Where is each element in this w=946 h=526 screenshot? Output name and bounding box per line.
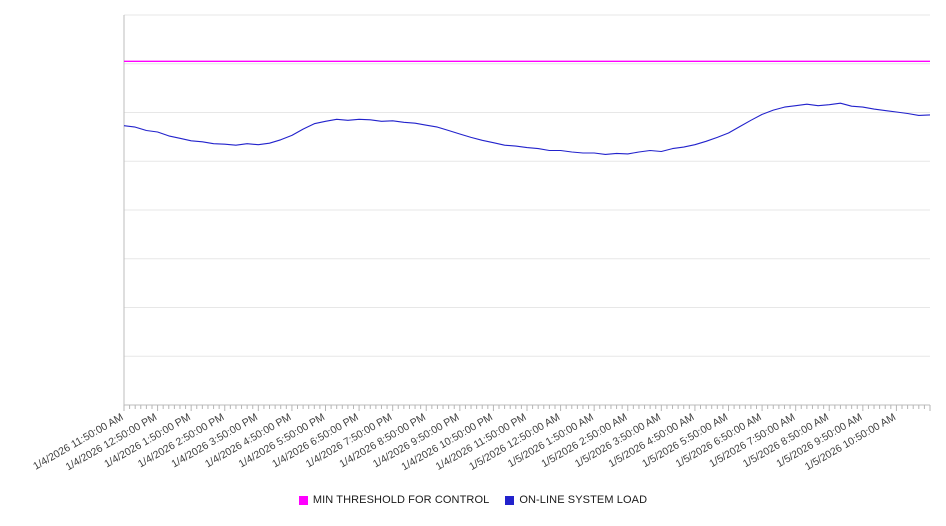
legend-item-min-threshold[interactable]: MIN THRESHOLD FOR CONTROL bbox=[298, 494, 490, 506]
plot-area: 1/4/2026 11:50:00 AM1/4/2026 12:50:00 PM… bbox=[31, 14, 931, 473]
legend-label-system-load: ON-LINE SYSTEM LOAD bbox=[519, 494, 648, 506]
chart-legend: MIN THRESHOLD FOR CONTROL ON-LINE SYSTEM… bbox=[0, 494, 946, 506]
legend-item-system-load[interactable]: ON-LINE SYSTEM LOAD bbox=[505, 494, 647, 506]
legend-swatch-system-load bbox=[505, 495, 515, 505]
legend-swatch-min-threshold bbox=[298, 495, 308, 505]
system-load-line bbox=[123, 102, 931, 155]
legend-label-min-threshold: MIN THRESHOLD FOR CONTROL bbox=[312, 494, 490, 506]
